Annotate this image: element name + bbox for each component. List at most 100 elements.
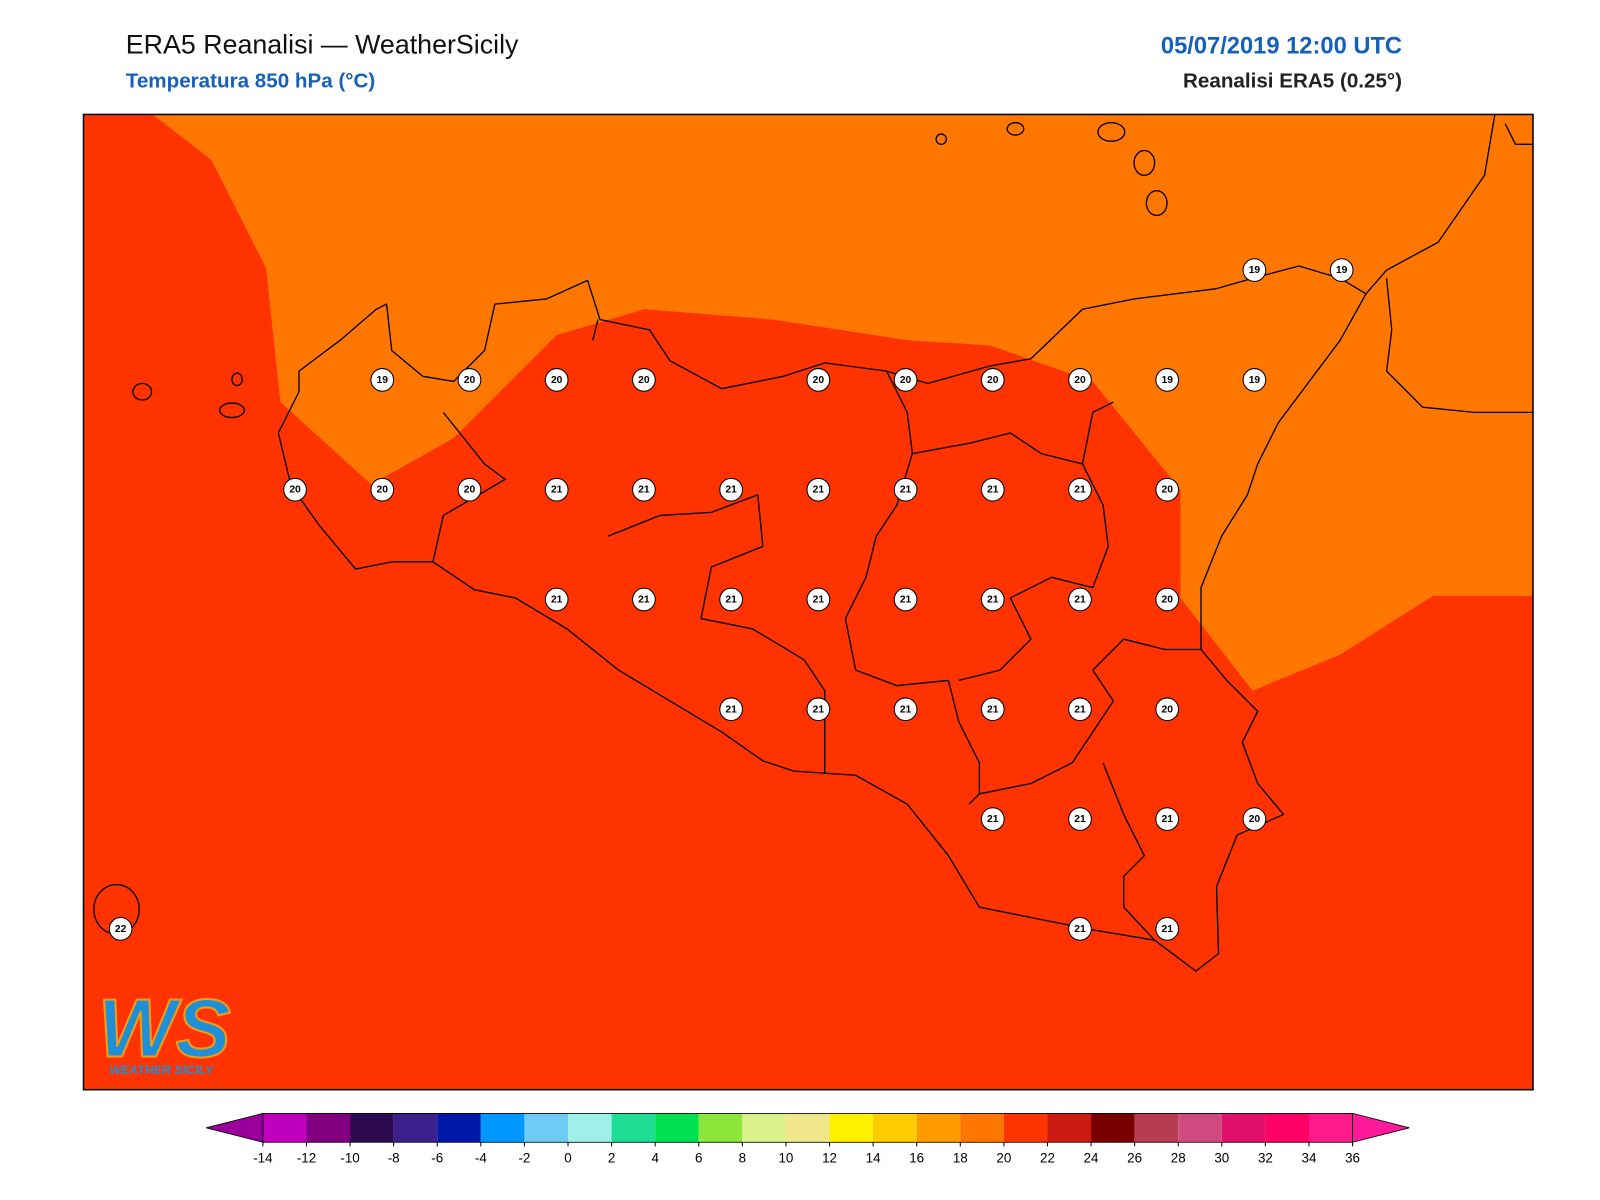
colorbar-box [1003,1113,1048,1143]
grid-marker [893,697,918,722]
grid-marker [544,368,569,392]
grid-marker [1068,368,1092,392]
grid-value: 21 [638,595,650,606]
province-borders [432,319,1202,941]
grid-value: 22 [115,924,127,935]
grid-value: 19 [1336,265,1348,276]
grid-marker [893,477,918,502]
grid-marker [1155,807,1180,831]
grid-value: 21 [900,595,912,606]
grid-marker [1242,258,1267,282]
grid-value: 21 [725,595,737,606]
grid-value: 20 [1161,704,1173,715]
grid-marker [457,477,482,502]
colorbar-box [568,1113,612,1143]
colorbar-box [742,1113,786,1143]
grid-value: 21 [1074,485,1086,496]
grid-marker [980,477,1005,502]
grid-value: 21 [638,485,650,496]
grid-marker [980,368,1005,392]
colorbar-tick-label: 30 [1214,1150,1229,1165]
grid-value: 20 [377,485,389,496]
grid-value: 21 [987,595,999,606]
colorbar-extend-high [1352,1112,1410,1143]
colorbar-tick-label: -10 [340,1150,359,1165]
colorbar-tick-label: 34 [1302,1150,1317,1165]
grid-marker [1068,587,1092,612]
colorbar-tick-label: 18 [953,1150,968,1165]
colorbar-tick-label: 28 [1171,1150,1186,1165]
colorbar-box [960,1113,1004,1143]
calabria-coast [1365,114,1533,414]
colorbar-tick-label: 16 [909,1150,924,1165]
colorbar-tick-label: 0 [564,1150,571,1165]
grid-marker [457,368,482,392]
grid-marker [806,697,831,722]
grid-marker [1155,917,1180,941]
colorbar-box [1308,1113,1353,1143]
grid-value: 20 [813,375,825,386]
grid-value: 21 [813,704,825,715]
grid-value: 20 [1249,814,1261,825]
grid-value: 21 [813,485,825,496]
grid-value: 20 [900,375,912,386]
colorbar-tick-label: 4 [651,1150,659,1165]
grid-value: 19 [1161,375,1173,386]
grid-marker [719,477,743,502]
grid-value: 21 [1074,814,1086,825]
colorbar-tick-label: 24 [1084,1150,1099,1165]
grid-marker [283,477,307,502]
sicily-coast [277,265,1367,972]
grid-marker [544,477,569,502]
grid-value: 21 [551,485,563,496]
colorbar-box [524,1113,568,1143]
grid-value: 20 [551,375,563,386]
grid-value: 21 [725,485,737,496]
colorbar-tick-label: 6 [695,1150,702,1165]
colorbar-extend-low [206,1112,264,1143]
grid-marker [1242,807,1267,831]
grid-value: 21 [551,595,563,606]
grid-marker [370,477,395,502]
colorbar-box [1265,1113,1309,1143]
colorbar-box [829,1113,874,1143]
grid-marker [806,368,831,392]
grid-value: 21 [1161,814,1173,825]
grid-value: 21 [1074,704,1086,715]
colorbar-box [611,1113,656,1143]
grid-labels: 19 19 19 20 20 20 20 20 20 20 19 19 20 20 20 21 21 21 21 21… [108,258,1354,941]
colorbar-tick-label: 26 [1127,1150,1142,1165]
colorbar-tick-label: 36 [1345,1150,1360,1165]
grid-value: 20 [987,375,999,386]
colorbar-box [1221,1113,1266,1143]
colorbar-tick-label: -8 [388,1150,400,1165]
grid-marker [108,917,133,941]
colorbar-tick-label: -14 [253,1150,273,1165]
logo-text: WEATHER SICILY [109,1063,215,1077]
grid-marker [1155,368,1180,392]
grid-marker [370,368,395,392]
grid-value: 20 [1161,595,1173,606]
colorbar-box [916,1113,961,1143]
grid-value: 21 [725,704,737,715]
grid-value: 19 [377,375,389,386]
grid-marker [544,587,569,612]
grid-marker [1068,697,1092,722]
colorbar-tick-label: -6 [431,1150,443,1165]
grid-marker [1068,477,1092,502]
grid-marker [980,697,1005,722]
colorbar-tick-label: -4 [475,1150,487,1165]
grid-value: 20 [638,375,650,386]
colorbar-box [873,1113,917,1143]
colorbar-tick-label: 10 [778,1150,793,1165]
colorbar-tick-label: -12 [297,1150,316,1165]
grid-marker [980,587,1005,612]
title: ERA5 Reanalisi — WeatherSicily [126,30,519,60]
colorbar-tick-label: 22 [1040,1150,1055,1165]
grid-value: 21 [1074,924,1086,935]
colorbar-frame [262,1112,1353,1143]
grid-value: 21 [900,704,912,715]
grid-value: 20 [1161,485,1173,496]
